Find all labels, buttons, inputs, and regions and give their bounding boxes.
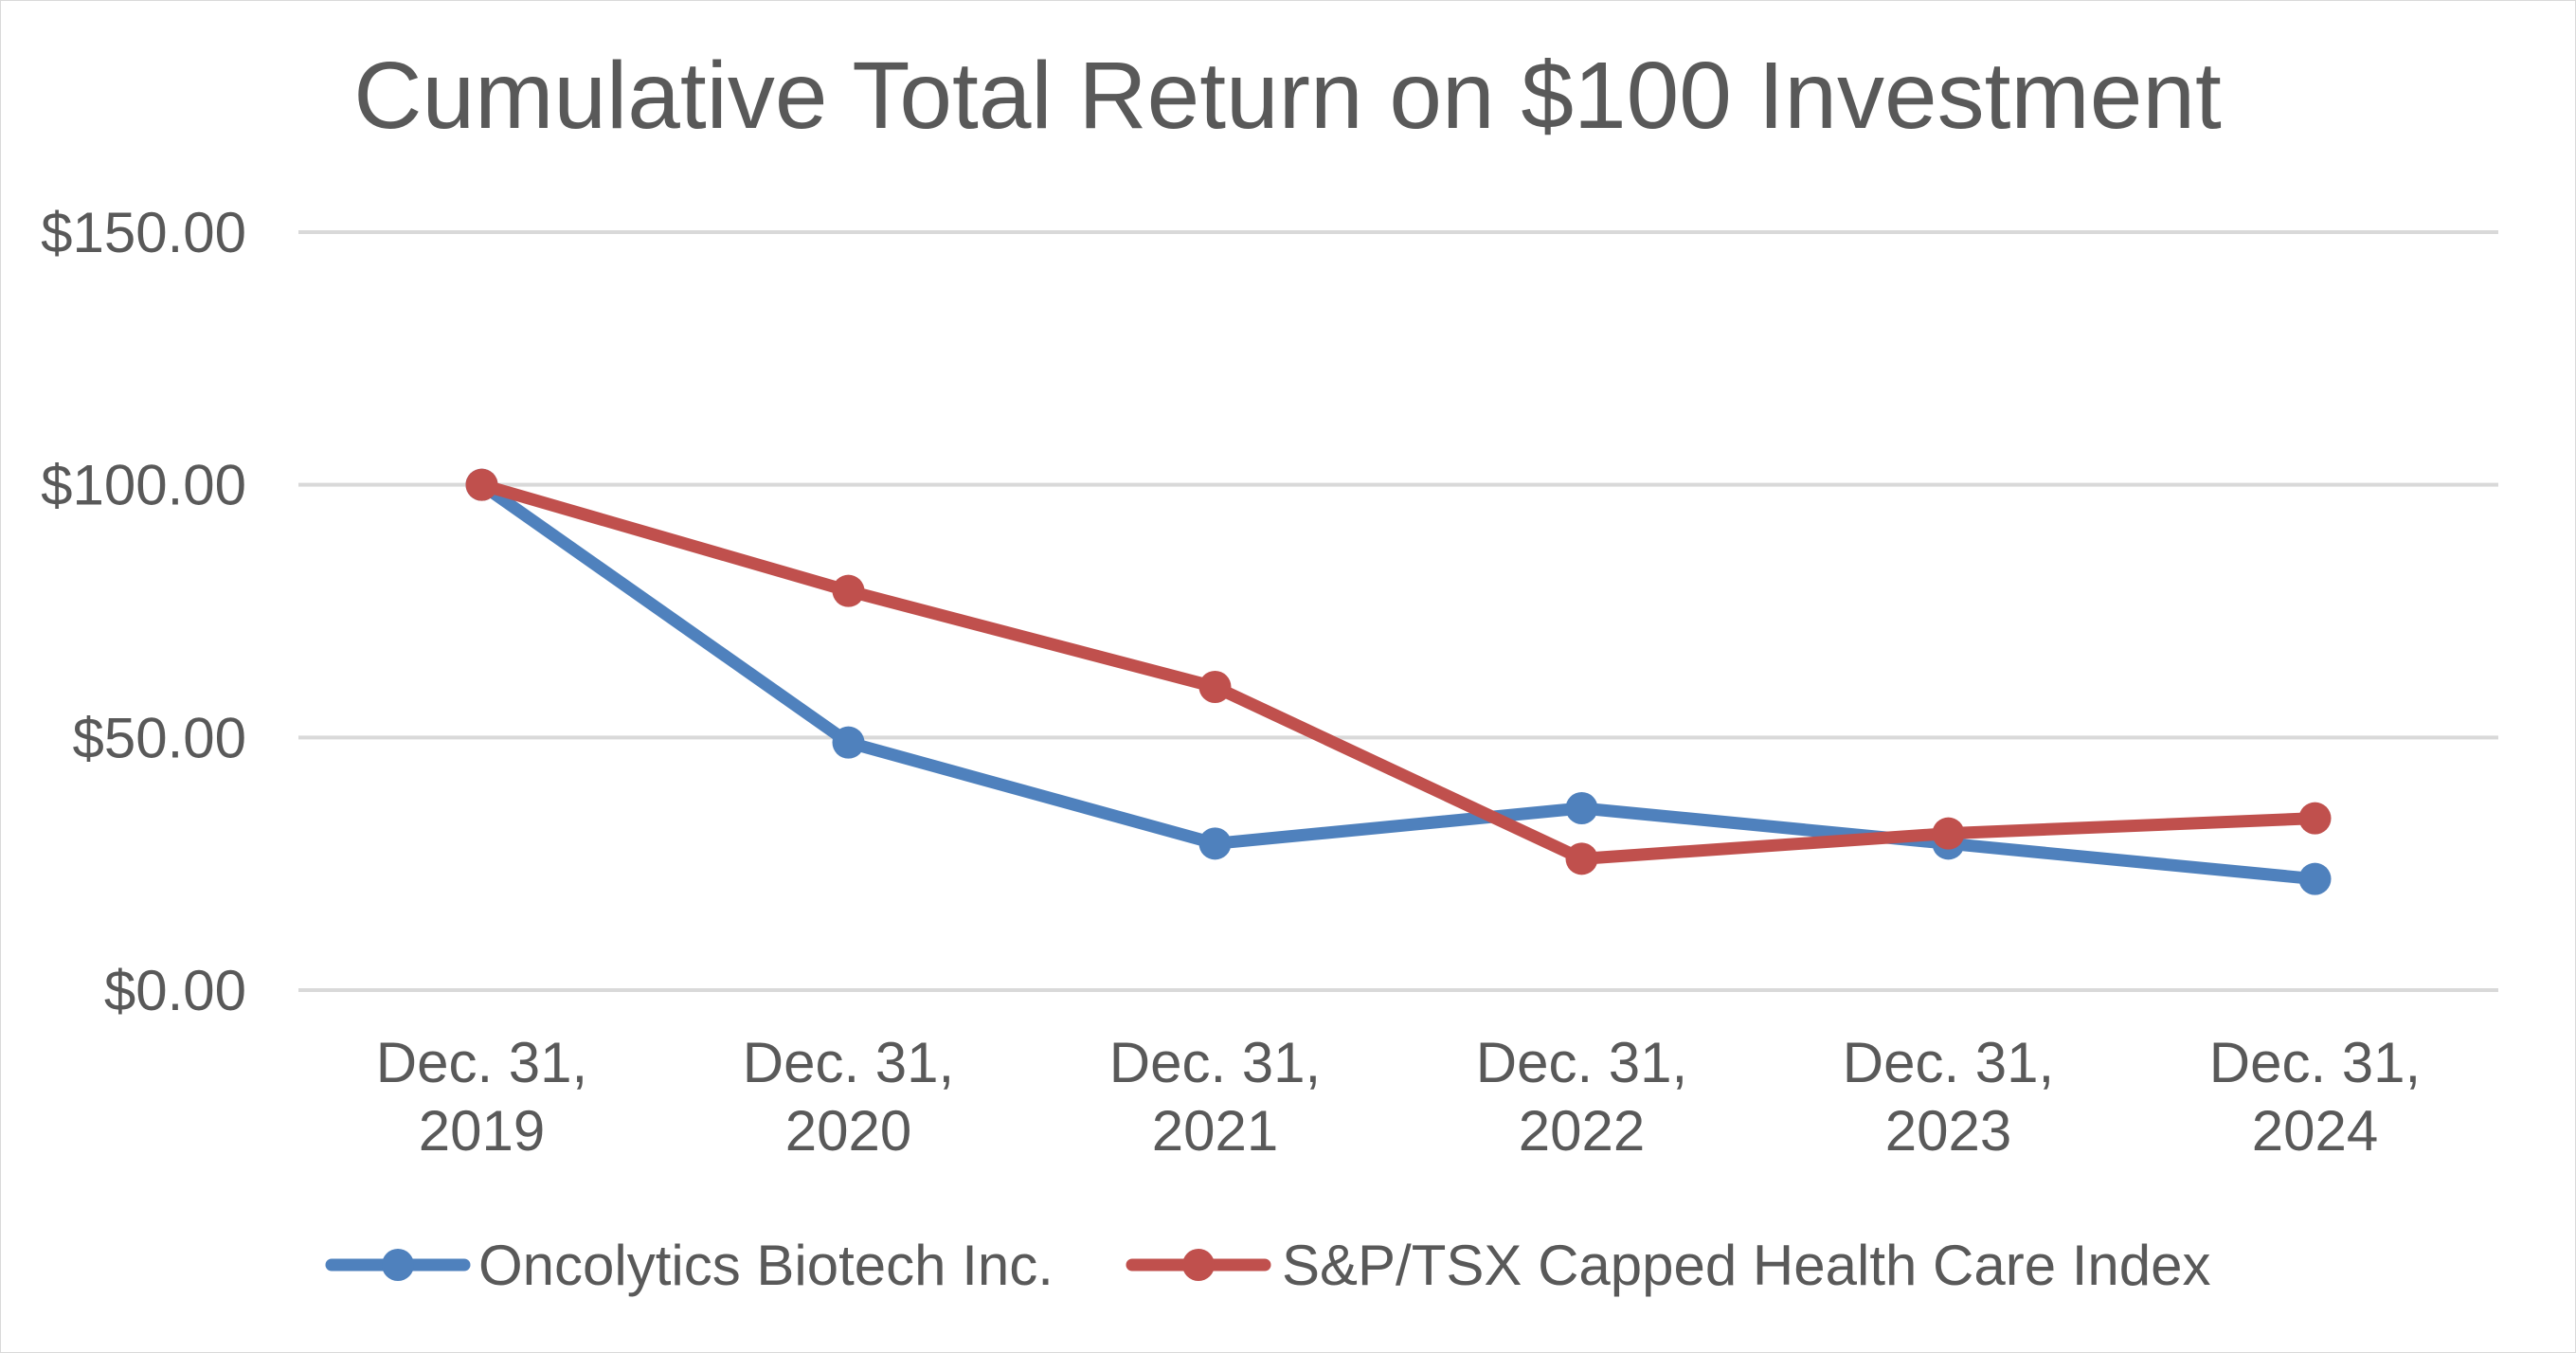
data-point: [2298, 862, 2332, 895]
x-tick-label: Dec. 31,: [743, 1031, 954, 1094]
x-tick-label: 2020: [785, 1099, 911, 1163]
data-point: [1198, 827, 1232, 860]
series-line: [476, 478, 2321, 865]
x-tick-label: Dec. 31,: [2209, 1031, 2421, 1094]
x-tick-label: Dec. 31,: [1476, 1031, 1687, 1094]
y-tick-label: $100.00: [41, 454, 246, 517]
legend-item: S&P/TSX Capped Health Care Index: [1126, 1234, 2211, 1297]
data-point: [1565, 842, 1598, 875]
y-tick-label: $50.00: [72, 706, 246, 769]
data-point: [1932, 817, 1965, 850]
data-point: [1198, 671, 1232, 703]
x-tick-label: 2019: [419, 1099, 545, 1163]
gridlines: [298, 230, 2498, 992]
legend-item: Oncolytics Biotech Inc.: [325, 1234, 1054, 1297]
legend-label: S&P/TSX Capped Health Care Index: [1282, 1234, 2211, 1297]
data-point: [465, 468, 498, 501]
y-axis-tick-labels: $0.00 $50.00 $100.00 $150.00: [41, 201, 246, 1022]
y-tick-label: $150.00: [41, 201, 246, 264]
data-point: [1565, 792, 1598, 824]
y-tick-label: $0.00: [104, 959, 246, 1022]
legend-swatch-marker: [382, 1249, 414, 1281]
x-tick-label: 2023: [1885, 1099, 2011, 1163]
x-tick-label: Dec. 31,: [1843, 1031, 2054, 1094]
x-tick-label: 2021: [1152, 1099, 1278, 1163]
data-point: [832, 574, 865, 607]
x-tick-label: Dec. 31,: [376, 1031, 587, 1094]
x-tick-label: Dec. 31,: [1109, 1031, 1321, 1094]
series-2: [465, 468, 2332, 875]
series-line: [476, 478, 2321, 886]
legend-label: Oncolytics Biotech Inc.: [478, 1234, 1054, 1297]
x-tick-label: 2024: [2252, 1099, 2378, 1163]
legend: Oncolytics Biotech Inc. S&P/TSX Capped He…: [325, 1234, 2211, 1297]
chart-title: Cumulative Total Return on $100 Investme…: [353, 43, 2222, 149]
legend-swatch-marker: [1182, 1249, 1215, 1281]
series-lines: [465, 468, 2332, 895]
data-point: [2298, 802, 2332, 835]
x-tick-label: 2022: [1519, 1099, 1645, 1163]
data-point: [832, 726, 865, 759]
